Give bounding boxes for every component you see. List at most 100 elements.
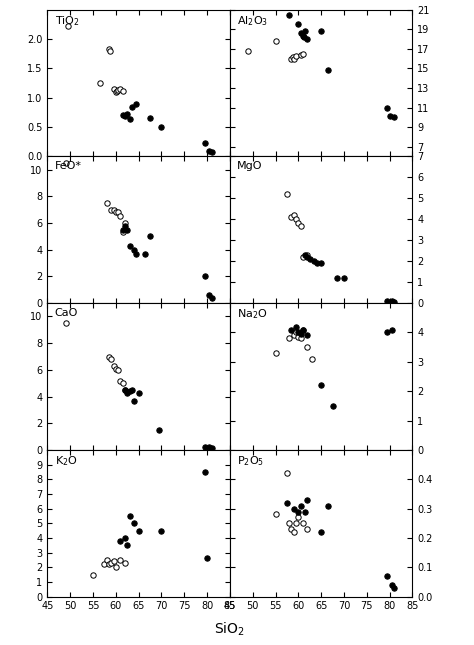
Point	[110, 204, 118, 215]
Point	[388, 324, 396, 335]
Point	[283, 468, 291, 479]
Point	[299, 518, 307, 528]
Point	[130, 395, 138, 406]
Point	[386, 111, 393, 121]
Point	[119, 110, 127, 121]
Point	[317, 26, 325, 36]
Point	[340, 273, 348, 283]
Point	[299, 252, 307, 262]
Point	[123, 108, 131, 119]
Point	[283, 189, 291, 199]
Point	[114, 364, 122, 375]
Point	[123, 224, 131, 235]
Point	[294, 512, 302, 522]
Point	[130, 244, 138, 255]
Point	[288, 212, 295, 223]
Point	[324, 65, 332, 75]
Point	[299, 324, 307, 335]
Point	[201, 441, 209, 451]
Point	[333, 273, 341, 283]
Point	[119, 378, 127, 388]
Point	[133, 99, 140, 109]
Point	[310, 256, 318, 266]
Point	[119, 86, 127, 96]
Point	[297, 333, 304, 344]
Point	[301, 32, 308, 42]
Point	[301, 26, 309, 36]
Point	[290, 330, 298, 341]
Point	[105, 44, 113, 54]
Point	[208, 442, 215, 453]
Point	[64, 21, 72, 31]
Point	[119, 227, 127, 237]
Point	[292, 321, 300, 332]
Point	[117, 536, 124, 546]
Point	[290, 527, 298, 537]
Point	[299, 324, 307, 335]
Point	[117, 555, 124, 565]
Point	[297, 501, 304, 511]
Point	[304, 250, 311, 260]
Point	[292, 50, 300, 61]
Point	[113, 86, 120, 96]
Point	[112, 363, 119, 373]
Point	[297, 28, 304, 38]
Point	[89, 570, 97, 580]
Point	[62, 158, 69, 168]
Point	[288, 324, 295, 335]
Point	[383, 571, 391, 581]
Point	[103, 555, 110, 565]
Point	[383, 296, 391, 306]
Point	[110, 84, 118, 94]
Point	[294, 506, 302, 517]
Point	[290, 210, 298, 221]
Point	[324, 501, 332, 511]
Point	[317, 258, 325, 268]
Point	[114, 85, 122, 95]
Point	[146, 113, 154, 123]
Point	[313, 258, 320, 268]
Point	[245, 147, 252, 157]
Point	[121, 384, 129, 395]
Point	[383, 327, 391, 337]
Point	[290, 504, 298, 514]
Point	[206, 146, 213, 156]
Point	[110, 556, 118, 566]
Point	[383, 103, 391, 113]
Point	[133, 248, 140, 259]
Point	[304, 330, 311, 341]
Point	[390, 112, 398, 123]
Point	[103, 198, 110, 208]
Text: Al$_2$O$_3$: Al$_2$O$_3$	[237, 14, 268, 28]
Point	[112, 86, 119, 97]
Point	[135, 526, 142, 536]
Point	[317, 527, 325, 537]
Point	[121, 558, 129, 568]
Point	[272, 348, 279, 358]
Point	[203, 553, 211, 564]
Point	[285, 333, 293, 344]
Point	[304, 342, 311, 352]
Point	[126, 241, 133, 251]
Point	[126, 386, 133, 396]
Point	[329, 401, 337, 411]
Point	[297, 50, 304, 60]
Point	[299, 31, 307, 41]
Text: TiO$_2$: TiO$_2$	[55, 14, 80, 28]
Text: CaO: CaO	[55, 308, 78, 317]
Point	[110, 361, 118, 371]
Point	[100, 559, 108, 570]
Point	[130, 518, 138, 528]
Point	[135, 388, 142, 398]
Point	[294, 327, 302, 337]
Point	[208, 293, 215, 303]
Point	[292, 518, 300, 528]
Point	[285, 10, 293, 20]
Point	[117, 84, 124, 94]
Point	[121, 384, 129, 395]
Point	[96, 78, 104, 88]
Point	[158, 122, 165, 132]
Point	[201, 467, 209, 477]
Point	[304, 495, 311, 505]
Point	[304, 252, 311, 262]
